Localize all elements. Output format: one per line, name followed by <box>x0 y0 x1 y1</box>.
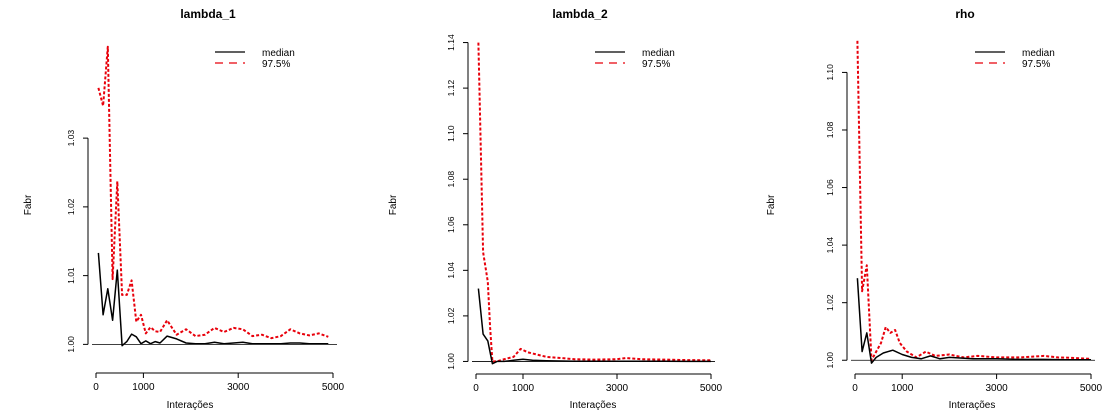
y-axis-label: Fabr <box>388 194 399 215</box>
x-tick-label: 1000 <box>132 382 155 393</box>
legend: median 97.5% <box>595 48 675 70</box>
x-tick-label: 3000 <box>227 382 250 393</box>
panel-title: lambda_2 <box>552 7 608 21</box>
legend-median-label: median <box>262 48 295 59</box>
y-tick-label: 1.06 <box>446 216 456 233</box>
y-tick-label: 1.14 <box>446 34 456 51</box>
series-97-5-line <box>477 42 712 363</box>
y-axis-label: Fabr <box>766 194 777 215</box>
x-axis-label: Interações <box>949 400 996 411</box>
panel-lambda-2: lambda_2 Interações Fabr median 97.5% 1.… <box>388 7 723 411</box>
series-97-5-line <box>856 40 1092 362</box>
y-tick-label: 1.10 <box>825 64 835 81</box>
panel-title: lambda_1 <box>180 7 236 21</box>
y-tick-label: 1.12 <box>446 80 456 97</box>
series-median-line <box>477 288 711 365</box>
legend-q975-label: 97.5% <box>262 59 290 70</box>
y-tick-label: 1.03 <box>66 130 76 147</box>
panel-rho: rho Interações Fabr median 97.5% 1.00 1.0… <box>766 7 1103 411</box>
y-tick-label: 1.02 <box>446 307 456 324</box>
x-tick-label: 0 <box>93 382 99 393</box>
y-tick-label: 1.00 <box>825 352 835 369</box>
x-tick-label: 0 <box>473 383 479 394</box>
legend: median 97.5% <box>215 48 295 70</box>
x-tick-label: 1000 <box>891 383 914 394</box>
y-tick-label: 1.08 <box>446 171 456 188</box>
legend-q975-label: 97.5% <box>1022 59 1050 70</box>
series-median-line <box>97 252 329 347</box>
legend-q975-label: 97.5% <box>642 59 670 70</box>
x-tick-label: 3000 <box>985 383 1008 394</box>
x-tick-label: 0 <box>852 383 858 394</box>
y-tick-label: 1.08 <box>825 121 835 138</box>
x-axis-label: Interações <box>570 400 617 411</box>
x-tick-label: 5000 <box>1080 383 1103 394</box>
y-axis-label: Fabr <box>23 194 34 215</box>
y-tick-label: 1.04 <box>446 262 456 279</box>
y-tick-label: 1.10 <box>446 125 456 142</box>
y-tick-label: 1.02 <box>66 198 76 215</box>
series-median-line <box>856 278 1091 364</box>
x-axis-label: Interações <box>167 400 214 411</box>
panel-title: rho <box>955 7 974 21</box>
panel-lambda-1: lambda_1 Interações Fabr median 97.5% 1.… <box>23 7 345 411</box>
x-tick-label: 1000 <box>512 383 535 394</box>
y-tick-label: 1.00 <box>446 353 456 370</box>
y-tick-label: 1.04 <box>825 237 835 254</box>
y-tick-label: 1.06 <box>825 179 835 196</box>
legend-median-label: median <box>1022 48 1055 59</box>
legend: median 97.5% <box>975 48 1055 70</box>
x-tick-label: 5000 <box>700 383 723 394</box>
legend-median-label: median <box>642 48 675 59</box>
y-tick-label: 1.02 <box>825 294 835 311</box>
series-97-5-line <box>97 45 329 340</box>
y-tick-label: 1.00 <box>66 336 76 353</box>
x-tick-label: 3000 <box>606 383 629 394</box>
y-tick-label: 1.01 <box>66 267 76 284</box>
x-tick-label: 5000 <box>322 382 345 393</box>
